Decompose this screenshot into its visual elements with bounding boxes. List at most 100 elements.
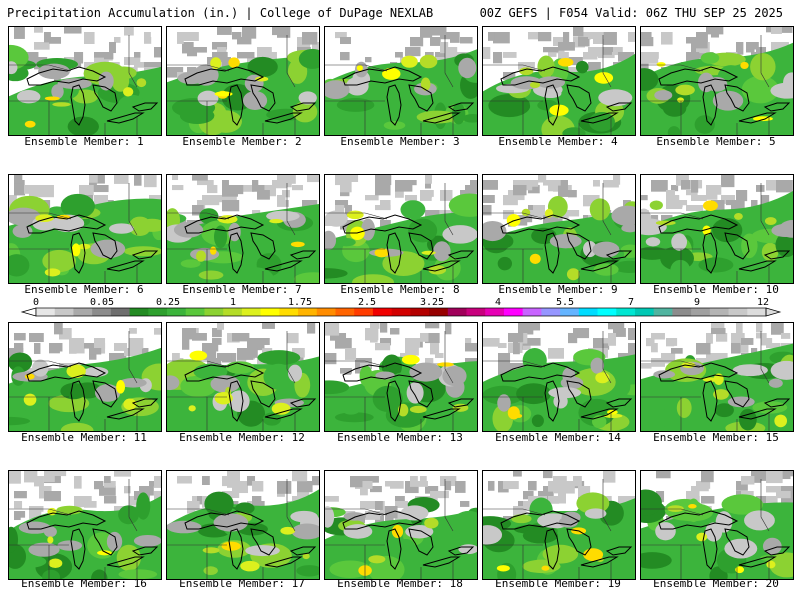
ensemble-map-panel bbox=[640, 470, 794, 580]
precip-map bbox=[641, 323, 793, 431]
colorbar-swatch bbox=[391, 308, 411, 316]
colorbar-swatch bbox=[129, 308, 149, 316]
colorbar-swatch bbox=[429, 308, 449, 316]
colorbar-swatch bbox=[316, 308, 336, 316]
ensemble-member-label: Ensemble Member: 17 bbox=[179, 577, 305, 590]
colorbar-swatch bbox=[354, 308, 374, 316]
precip-map bbox=[325, 175, 477, 283]
ensemble-member-label: Ensemble Member: 10 bbox=[653, 283, 779, 296]
colorbar-swatch bbox=[672, 308, 692, 316]
colorbar-tick-label: 3.25 bbox=[419, 297, 445, 308]
colorbar-tick-label: 0 bbox=[32, 297, 40, 308]
ensemble-member-label: Ensemble Member: 19 bbox=[495, 577, 621, 590]
ensemble-member-label: Ensemble Member: 3 bbox=[340, 135, 460, 148]
precip-map bbox=[641, 27, 793, 135]
ensemble-map-panel bbox=[324, 26, 478, 136]
precip-map bbox=[9, 27, 161, 135]
ensemble-member-label: Ensemble Member: 2 bbox=[182, 135, 302, 148]
colorbar-swatch bbox=[54, 308, 74, 316]
precip-map bbox=[483, 471, 635, 579]
colorbar-swatch bbox=[728, 308, 748, 316]
colorbar-swatch bbox=[522, 308, 542, 316]
precip-map bbox=[9, 471, 161, 579]
colorbar-tick-label: 1.75 bbox=[287, 297, 313, 308]
ensemble-member-label: Ensemble Member: 11 bbox=[21, 431, 147, 444]
colorbar-tick-label: 1 bbox=[229, 297, 237, 308]
colorbar-swatch bbox=[747, 308, 767, 316]
colorbar-swatch bbox=[466, 308, 486, 316]
colorbar-swatch bbox=[167, 308, 187, 316]
colorbar-tick-label: 0.25 bbox=[155, 297, 181, 308]
ensemble-map-panel bbox=[640, 26, 794, 136]
colorbar-arrow-left bbox=[20, 307, 37, 317]
run-info: 00Z GEFS | F054 Valid: 06Z THU SEP 25 20… bbox=[479, 6, 783, 20]
colorbar-swatch bbox=[616, 308, 636, 316]
colorbar-swatch bbox=[410, 308, 430, 316]
precip-map bbox=[167, 471, 319, 579]
ensemble-map-panel bbox=[324, 174, 478, 284]
colorbar-swatch bbox=[36, 308, 56, 316]
ensemble-map-panel bbox=[166, 322, 320, 432]
colorbar-tick-label: 9 bbox=[693, 297, 701, 308]
ensemble-map-panel bbox=[166, 470, 320, 580]
ensemble-member-label: Ensemble Member: 15 bbox=[653, 431, 779, 444]
ensemble-member-label: Ensemble Member: 4 bbox=[498, 135, 618, 148]
colorbar-swatch bbox=[653, 308, 673, 316]
ensemble-member-label: Ensemble Member: 1 bbox=[24, 135, 144, 148]
ensemble-member-label: Ensemble Member: 16 bbox=[21, 577, 147, 590]
ensemble-member-label: Ensemble Member: 14 bbox=[495, 431, 621, 444]
colorbar-swatch bbox=[335, 308, 355, 316]
ensemble-map-panel bbox=[482, 26, 636, 136]
colorbar-swatch bbox=[204, 308, 224, 316]
ensemble-map-panel bbox=[324, 470, 478, 580]
ensemble-map-panel bbox=[166, 26, 320, 136]
colorbar-swatch bbox=[597, 308, 617, 316]
colorbar-swatch bbox=[560, 308, 580, 316]
ensemble-map-panel bbox=[8, 26, 162, 136]
colorbar-tick-label: 4 bbox=[494, 297, 502, 308]
ensemble-map-panel bbox=[482, 322, 636, 432]
colorbar-swatch bbox=[241, 308, 262, 316]
colorbar-swatch bbox=[372, 308, 393, 316]
ensemble-map-panel bbox=[482, 470, 636, 580]
colorbar-swatch bbox=[73, 308, 93, 316]
colorbar-tick-label: 2.5 bbox=[357, 297, 377, 308]
ensemble-map-panel bbox=[324, 322, 478, 432]
precip-map bbox=[167, 175, 319, 283]
ensemble-member-label: Ensemble Member: 8 bbox=[340, 283, 460, 296]
colorbar-swatch bbox=[279, 308, 299, 316]
colorbar-swatch bbox=[541, 308, 561, 316]
colorbar-swatch bbox=[298, 308, 318, 316]
precip-map bbox=[9, 175, 161, 283]
precip-map bbox=[9, 323, 161, 431]
precip-map bbox=[641, 471, 793, 579]
colorbar-swatch bbox=[691, 308, 711, 316]
colorbar-tick-label: 0.05 bbox=[89, 297, 115, 308]
precip-map bbox=[483, 323, 635, 431]
colorbar-swatch bbox=[447, 308, 468, 316]
colorbar-tick-label: 5.5 bbox=[555, 297, 575, 308]
colorbar-swatch bbox=[260, 308, 280, 316]
precip-map bbox=[641, 175, 793, 283]
colorbar-tick-label: 12 bbox=[756, 297, 770, 308]
colorbar-tick-label: 7 bbox=[627, 297, 635, 308]
colorbar-swatch bbox=[110, 308, 131, 316]
ensemble-map-panel bbox=[166, 174, 320, 284]
colorbar-swatch bbox=[185, 308, 205, 316]
ensemble-member-label: Ensemble Member: 13 bbox=[337, 431, 463, 444]
precip-map bbox=[325, 471, 477, 579]
ensemble-map-panel bbox=[8, 322, 162, 432]
colorbar-swatch bbox=[634, 308, 655, 316]
ensemble-member-label: Ensemble Member: 18 bbox=[337, 577, 463, 590]
precip-map bbox=[167, 27, 319, 135]
ensemble-member-label: Ensemble Member: 6 bbox=[24, 283, 144, 296]
ensemble-map-panel bbox=[8, 470, 162, 580]
ensemble-map-panel bbox=[640, 174, 794, 284]
colorbar-swatch bbox=[709, 308, 730, 316]
precip-map bbox=[325, 27, 477, 135]
colorbar-swatch bbox=[148, 308, 168, 316]
colorbar-swatch bbox=[485, 308, 505, 316]
colorbar-swatch bbox=[223, 308, 243, 316]
precip-map bbox=[167, 323, 319, 431]
precip-map bbox=[483, 175, 635, 283]
